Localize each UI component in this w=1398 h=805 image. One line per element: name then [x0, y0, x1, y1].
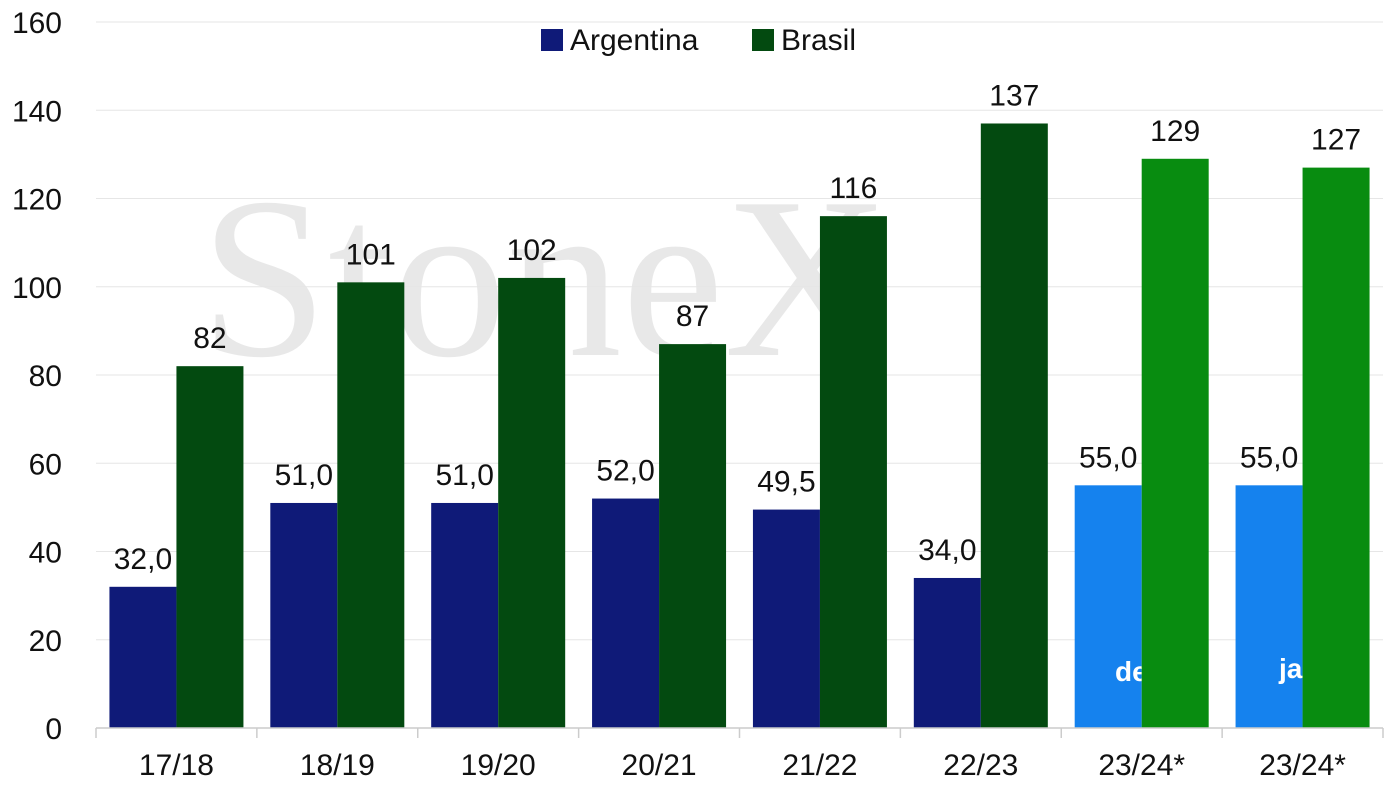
- bar-brasil-1: [337, 282, 405, 728]
- y-tick-label-160: 160: [12, 7, 62, 40]
- bar-argentina-0: [109, 586, 177, 728]
- y-tick-label-100: 100: [12, 272, 62, 305]
- y-tick-label-140: 140: [12, 95, 62, 128]
- bar-brasil-7: [1302, 167, 1370, 729]
- data-label-argentina-6: 55,0: [1079, 441, 1137, 474]
- bar-brasil-4: [819, 216, 887, 728]
- x-tick-label-0: 17/18: [139, 749, 214, 782]
- x-tick-label-2: 19/20: [461, 749, 536, 782]
- data-label-argentina-1: 51,0: [275, 459, 333, 492]
- data-label-argentina-7: 55,0: [1240, 441, 1298, 474]
- x-tick-label-4: 21/22: [782, 749, 857, 782]
- data-label-brasil-5: 137: [989, 79, 1039, 112]
- data-label-argentina-2: 51,0: [435, 459, 493, 492]
- x-tick-label-7: 23/24*: [1259, 749, 1346, 782]
- data-label-brasil-1: 101: [346, 238, 396, 271]
- data-label-brasil-6: 129: [1150, 115, 1200, 148]
- data-label-argentina-5: 34,0: [918, 534, 976, 567]
- bar-argentina-6: [1074, 485, 1142, 728]
- x-tick-label-3: 20/21: [622, 749, 697, 782]
- y-axis: 0 20 40 60 80 100 120 140 160: [12, 7, 62, 746]
- bars: 32,051,0 51,0 52,0 49,534,055,0dez55,0jan82…: [109, 79, 1370, 729]
- bar-brasil-5: [980, 123, 1048, 729]
- bar-brasil-6: [1141, 158, 1209, 729]
- data-label-argentina-3: 52,0: [596, 455, 654, 488]
- bar-argentina-7: [1235, 485, 1303, 728]
- data-label-brasil-0: 82: [193, 322, 226, 355]
- y-tick-label-60: 60: [29, 448, 62, 481]
- y-tick-label-0: 0: [45, 713, 62, 746]
- x-tick-label-6: 23/24*: [1098, 749, 1185, 782]
- y-tick-label-20: 20: [29, 625, 62, 658]
- y-tick-label-80: 80: [29, 360, 62, 393]
- x-axis: 17/18 18/19 19/20 20/21 21/22 22/23 23/24* 23/2…: [95, 727, 1384, 782]
- legend: Argentina Brasil: [541, 24, 856, 57]
- legend-swatch-brasil: [752, 29, 774, 51]
- bar-argentina-4: [752, 509, 820, 728]
- bar-brasil-2: [498, 277, 566, 728]
- y-tick-label-120: 120: [12, 184, 62, 217]
- bar-argentina-3: [592, 498, 660, 728]
- legend-swatch-argentina: [541, 29, 563, 51]
- data-label-argentina-4: 49,5: [757, 466, 815, 499]
- data-label-brasil-2: 102: [507, 234, 557, 267]
- x-tick-label-5: 22/23: [943, 749, 1018, 782]
- bar-brasil-0: [176, 366, 244, 728]
- legend-label-argentina: Argentina: [570, 24, 699, 57]
- data-label-brasil-7: 127: [1311, 124, 1361, 157]
- x-tick-label-1: 18/19: [300, 749, 375, 782]
- bar-brasil-3: [659, 344, 727, 728]
- data-label-brasil-3: 87: [676, 300, 709, 333]
- data-label-brasil-4: 116: [830, 172, 878, 205]
- y-tick-label-40: 40: [29, 537, 62, 570]
- bar-argentina-1: [270, 502, 338, 728]
- bar-argentina-2: [431, 502, 499, 728]
- data-label-argentina-0: 32,0: [114, 543, 172, 576]
- legend-label-brasil: Brasil: [781, 24, 856, 57]
- bar-argentina-5: [913, 577, 981, 728]
